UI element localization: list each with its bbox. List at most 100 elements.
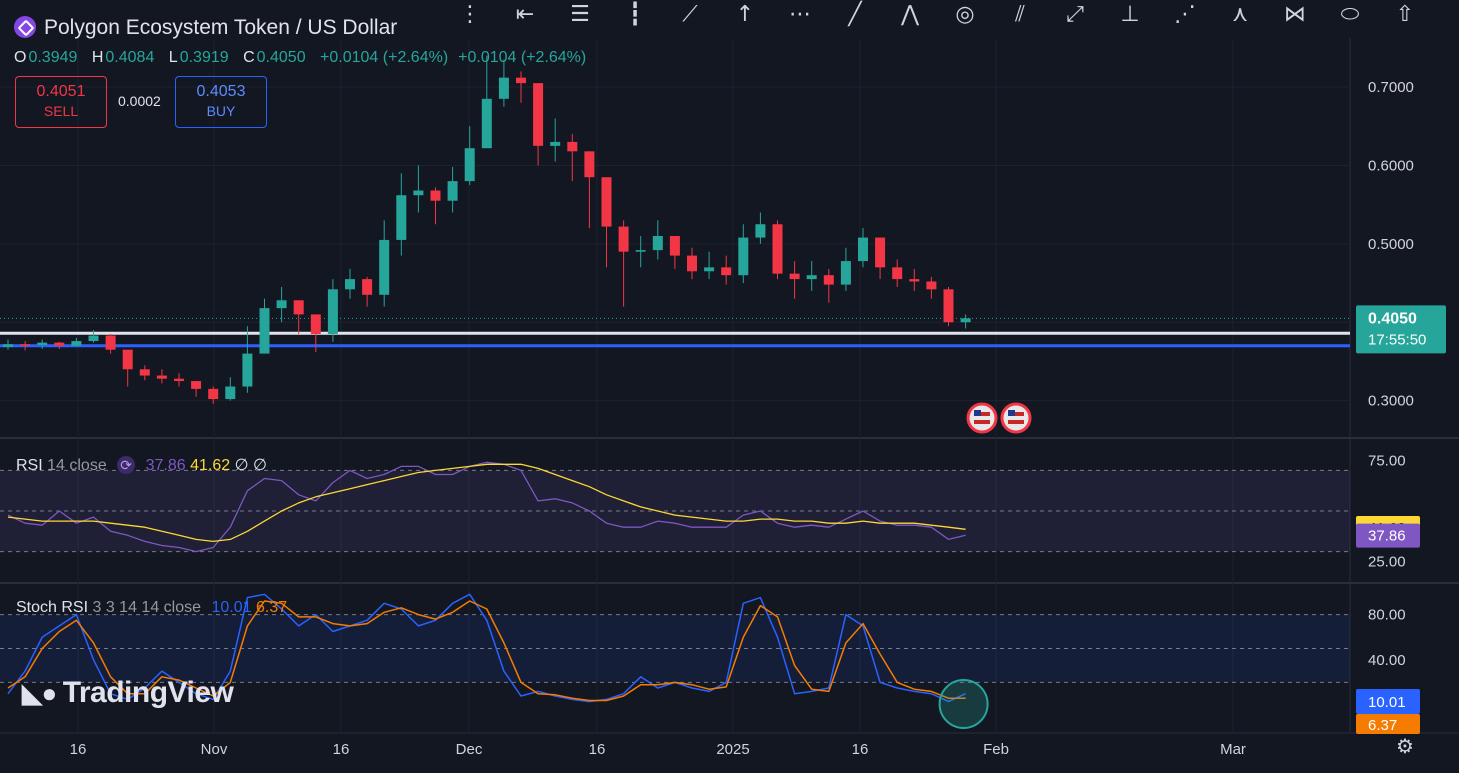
- trend-angle-icon[interactable]: ⟋: [682, 2, 698, 27]
- candle-body: [875, 237, 886, 268]
- candle-body: [704, 267, 715, 272]
- polygon-logo-icon: [14, 16, 36, 38]
- close-value: 0.4050: [256, 49, 306, 66]
- stoch-k-badge: [1356, 689, 1420, 714]
- flag-canton: [1008, 410, 1015, 416]
- candle-body: [447, 181, 458, 201]
- open-label: O: [14, 49, 27, 66]
- stoch-tick-label: 40.00: [1368, 652, 1406, 669]
- flag-stripe: [1008, 412, 1024, 416]
- rsi-extra-2: ∅: [253, 457, 267, 474]
- candle-body: [498, 77, 509, 99]
- candle-body: [464, 148, 475, 182]
- refresh-icon[interactable]: ⟳: [117, 456, 136, 474]
- rsi-value: 37.86: [145, 457, 186, 474]
- sell-button[interactable]: 0.4051 SELL: [15, 76, 107, 128]
- close-label: C: [243, 49, 255, 66]
- buy-price: 0.4053: [196, 83, 246, 100]
- candle-body: [191, 381, 202, 389]
- price-tick-label: 0.7000: [1368, 79, 1414, 96]
- symbol-title[interactable]: Polygon Ecosystem Token / US Dollar: [14, 16, 397, 40]
- tradingview-watermark: ◣● TradingView: [22, 676, 234, 710]
- arrow-up-icon[interactable]: ↑: [735, 2, 755, 27]
- parallel-channel-icon[interactable]: ⫽: [1015, 2, 1025, 27]
- us-flag-event-icon: [1000, 402, 1032, 434]
- vertical-line-icon[interactable]: ⊥: [1120, 2, 1140, 27]
- arrow-mark-icon[interactable]: ⇧: [1395, 2, 1415, 27]
- rsi-extra-1: ∅: [234, 457, 249, 474]
- rsi-legend[interactable]: RSI 14 close ⟳ 37.86 41.62 ∅ ∅: [16, 455, 267, 475]
- candle-body: [396, 195, 407, 240]
- candle-body: [139, 369, 150, 376]
- stoch-d-badge-text: 6.37: [1368, 717, 1397, 734]
- candle-body: [310, 314, 321, 334]
- candle-body: [687, 255, 697, 272]
- candle-body: [156, 375, 167, 379]
- callout-icon[interactable]: ⬭: [1340, 2, 1360, 27]
- buy-label: BUY: [206, 103, 236, 119]
- candle-body: [533, 83, 544, 146]
- circle-icon[interactable]: ◎: [955, 2, 975, 27]
- tradingview-logo-icon: ◣●: [22, 678, 57, 708]
- time-tick-label: 16: [589, 741, 606, 758]
- long-position-icon[interactable]: ⇤: [515, 2, 535, 27]
- xabcd-icon[interactable]: ⋈: [1284, 2, 1306, 27]
- pitchfork-icon[interactable]: ⋀: [900, 2, 920, 27]
- candles-icon[interactable]: ┇: [628, 2, 642, 27]
- rsi-badge-text: 37.86: [1368, 528, 1406, 545]
- ray-icon[interactable]: ⤢: [1066, 2, 1084, 27]
- sell-price: 0.4051: [36, 83, 86, 100]
- candle-body: [481, 98, 492, 149]
- stoch-params: 3 3 14 14 close: [92, 599, 202, 616]
- settings-gear-icon[interactable]: ⚙: [1396, 736, 1414, 758]
- stoch-d-value: 6.37: [255, 599, 288, 616]
- flag-canton: [974, 410, 981, 416]
- flag-stripe: [974, 412, 990, 416]
- candle-body: [362, 279, 373, 295]
- time-tick-label: 16: [852, 741, 869, 758]
- price-tick-label: 0.3000: [1368, 393, 1414, 410]
- candle-body: [892, 267, 903, 280]
- stoch-k-line: [7, 593, 966, 703]
- candle-body: [772, 224, 783, 274]
- stoch-legend[interactable]: Stoch RSI 3 3 14 14 close 10.01 6.37: [16, 599, 287, 617]
- rsi-tick-label: 75.00: [1368, 452, 1406, 469]
- candle-body: [20, 344, 31, 346]
- path-icon[interactable]: ⋰: [1174, 2, 1196, 27]
- buy-button[interactable]: 0.4053 BUY: [175, 76, 267, 128]
- candle-body: [652, 236, 663, 251]
- countdown-text: 17:55:50: [1368, 331, 1426, 348]
- candle-body: [174, 378, 184, 382]
- rsi-tick-label: 25.00: [1368, 554, 1406, 571]
- time-tick-label: Nov: [201, 741, 228, 758]
- candle-body: [909, 279, 920, 282]
- line-icon[interactable]: ╱: [848, 2, 862, 27]
- candle-body: [806, 275, 817, 280]
- price-pane: [0, 55, 1350, 434]
- symbol-name: Polygon Ecosystem Token / US Dollar: [44, 16, 398, 39]
- fib-icon[interactable]: ⋯: [789, 2, 811, 27]
- candle-body: [413, 190, 424, 196]
- stoch-k-value: 10.01: [211, 599, 252, 616]
- candle-body: [789, 273, 800, 280]
- flag-stripe: [974, 420, 990, 424]
- time-axis-bg: [0, 734, 1459, 773]
- change-value: +0.0104 (+2.64%): [320, 49, 449, 66]
- candle-body: [345, 279, 355, 290]
- candle-body: [88, 335, 99, 342]
- stoch-pane: [0, 593, 1350, 729]
- candle-body: [259, 308, 270, 354]
- high-value: 0.4084: [105, 49, 155, 66]
- rsi-params: 14 close: [47, 457, 107, 474]
- candle-body: [858, 237, 868, 262]
- candle-body: [738, 237, 749, 276]
- grid-icon[interactable]: ⋮: [459, 2, 481, 27]
- spread-value: 0.0002: [118, 93, 161, 109]
- pattern-icon[interactable]: ⋏: [1231, 2, 1249, 27]
- candle-body: [960, 318, 971, 323]
- lines-icon[interactable]: ☰: [570, 2, 590, 27]
- tradingview-text: TradingView: [62, 676, 234, 709]
- time-tick-label: Feb: [983, 741, 1009, 758]
